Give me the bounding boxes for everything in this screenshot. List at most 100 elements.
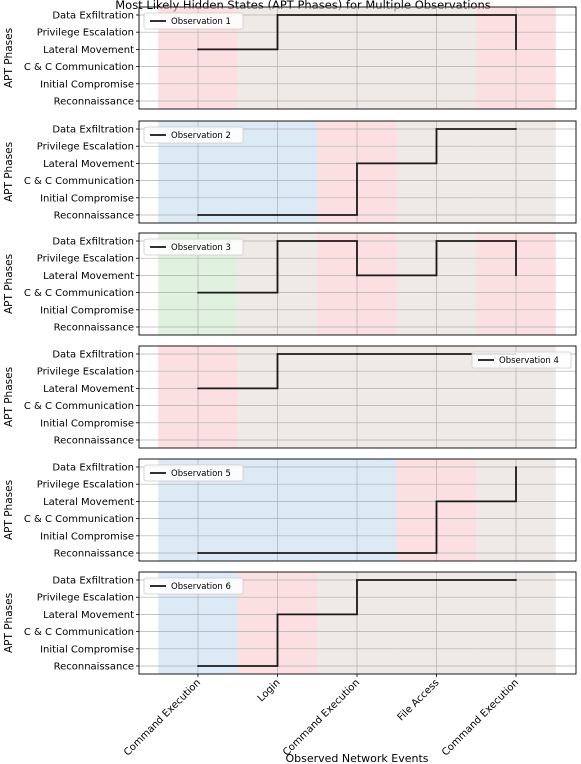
series-point: [197, 552, 199, 554]
y-tick-label: Privilege Escalation: [37, 142, 134, 153]
series-point: [197, 48, 199, 51]
series-point: [515, 274, 517, 277]
legend: Observation 5: [143, 464, 244, 482]
series-point: [435, 240, 438, 242]
series-point: [356, 552, 358, 554]
legend-label: Observation 4: [499, 356, 559, 366]
x-tick-label: Command Execution: [281, 677, 362, 758]
y-tick-label: Lateral Movement: [43, 45, 134, 56]
y-tick-label: Data Exfiltration: [52, 11, 134, 22]
panel-1: Reconnaissance Initial Compromise C & C Co…: [3, 6, 577, 110]
series-point: [197, 387, 199, 390]
panel-2: Reconnaissance Initial Compromise C & C Co…: [3, 120, 577, 224]
y-tick-label: Privilege Escalation: [37, 480, 134, 491]
series-point: [197, 214, 199, 216]
legend-label: Observation 6: [171, 582, 231, 592]
y-axis-label: APT Phases: [3, 593, 15, 653]
y-tick-label: Privilege Escalation: [37, 367, 134, 378]
panel-3: Reconnaissance Initial Compromise C & C Co…: [3, 232, 577, 336]
panel-frame: [138, 458, 577, 562]
y-tick-label: Reconnaissance: [54, 549, 134, 560]
series-point: [515, 466, 517, 468]
y-tick-label: Initial Compromise: [40, 305, 134, 316]
y-tick-label: Data Exfiltration: [52, 237, 134, 248]
series-point: [435, 128, 438, 130]
legend-label: Observation 2: [171, 131, 231, 141]
y-tick-label: C & C Communication: [24, 401, 134, 412]
y-axis-label: APT Phases: [3, 480, 15, 540]
y-tick-label: Reconnaissance: [54, 97, 134, 108]
legend: Observation 2: [143, 126, 244, 144]
legend-box: [143, 12, 244, 30]
y-axis-label: APT Phases: [3, 254, 15, 314]
legend-box: [143, 238, 244, 256]
y-tick-label: Initial Compromise: [40, 418, 134, 429]
series-point: [435, 353, 438, 355]
y-tick-label: Privilege Escalation: [37, 593, 134, 604]
y-tick-label: Lateral Movement: [43, 271, 134, 282]
y-tick-label: Data Exfiltration: [52, 125, 134, 136]
series-point: [276, 613, 279, 616]
y-tick-label: Privilege Escalation: [37, 254, 134, 265]
y-tick-label: Data Exfiltration: [52, 350, 134, 361]
legend: Observation 4: [471, 351, 572, 369]
legend-label: Observation 5: [171, 469, 231, 479]
panel-frame: [138, 120, 577, 224]
series-point: [276, 214, 279, 216]
series-point: [197, 665, 199, 667]
y-tick-label: Lateral Movement: [43, 384, 134, 395]
legend-box: [143, 577, 244, 595]
y-axis-label: APT Phases: [3, 142, 15, 202]
x-tick-label: Command Execution: [122, 677, 203, 758]
y-tick-label: Reconnaissance: [54, 662, 134, 673]
series-line: [198, 353, 516, 390]
legend-box: [143, 126, 244, 144]
series-point: [356, 162, 358, 165]
y-tick-label: Lateral Movement: [43, 610, 134, 621]
y-tick-label: Initial Compromise: [40, 531, 134, 542]
series-point: [276, 240, 279, 242]
panel-frame: [138, 571, 577, 675]
y-tick-label: C & C Communication: [24, 627, 134, 638]
panel-5: Reconnaissance Initial Compromise C & C Co…: [3, 458, 577, 562]
y-tick-label: Initial Compromise: [40, 193, 134, 204]
y-tick-label: Reconnaissance: [54, 211, 134, 222]
y-tick-label: Reconnaissance: [54, 323, 134, 334]
legend-label: Observation 1: [171, 17, 231, 27]
series-point: [435, 500, 438, 503]
y-tick-label: Reconnaissance: [54, 436, 134, 447]
legend: Observation 3: [143, 238, 244, 256]
y-tick-label: Initial Compromise: [40, 644, 134, 655]
series-point: [276, 353, 279, 355]
series-point: [515, 128, 517, 130]
series-point: [276, 552, 279, 554]
y-tick-label: Initial Compromise: [40, 79, 134, 90]
series-point: [356, 274, 358, 277]
x-axis-label: Observed Network Events: [285, 752, 428, 764]
series-point: [276, 14, 279, 16]
y-tick-label: Data Exfiltration: [52, 463, 134, 474]
y-tick-label: Data Exfiltration: [52, 576, 134, 587]
y-axis-label: APT Phases: [3, 367, 15, 427]
panel-frame: [138, 232, 577, 336]
legend-box: [143, 464, 244, 482]
series-point: [356, 14, 358, 16]
y-tick-label: C & C Communication: [24, 514, 134, 525]
x-tick-label: Command Execution: [440, 677, 521, 758]
series-point: [515, 579, 517, 581]
legend: Observation 6: [143, 577, 244, 595]
legend-box: [471, 351, 572, 369]
x-tick-label: Login: [256, 677, 283, 704]
y-axis-label: APT Phases: [3, 28, 15, 88]
y-tick-label: C & C Communication: [24, 62, 134, 73]
y-tick-label: Lateral Movement: [43, 159, 134, 170]
series-point: [515, 48, 517, 51]
series-point: [356, 579, 358, 581]
series-point: [435, 14, 438, 16]
panel-6: Reconnaissance Initial Compromise C & C Co…: [3, 571, 577, 675]
y-tick-label: Lateral Movement: [43, 497, 134, 508]
panel-4: Reconnaissance Initial Compromise C & C Co…: [3, 345, 577, 449]
x-tick-label: File Access: [396, 677, 442, 723]
panel-frame: [138, 6, 577, 110]
